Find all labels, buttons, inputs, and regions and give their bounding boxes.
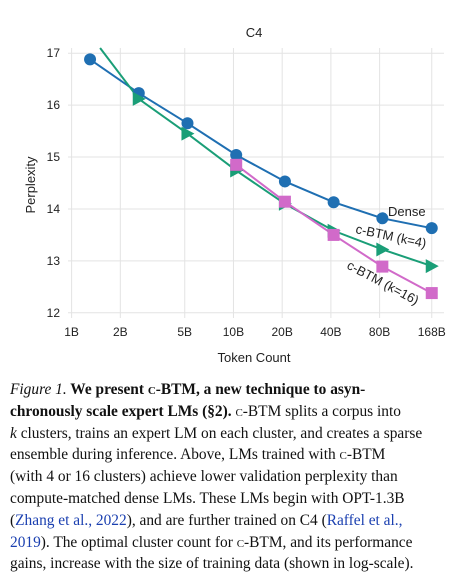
caption-line: (with 4 or 16 clusters) achieve lower va…	[10, 466, 466, 488]
caption-text: gains, increase with the size of trainin…	[10, 555, 414, 573]
caption-line: Figure 1. We present c-BTM, a new techni…	[10, 379, 466, 401]
caption-text: We present	[66, 381, 148, 398]
caption-text: ensemble during inference. Above, LMs tr…	[10, 446, 340, 464]
caption-text: ), and are further trained on C4 (	[126, 511, 327, 529]
caption-text: , and its performance	[282, 533, 413, 551]
data-point	[230, 148, 243, 161]
caption-text: chronously scale expert LMs (§2).	[10, 402, 232, 420]
y-axis-label: Perplexity	[23, 156, 38, 214]
x-tick-label: 5B	[177, 325, 192, 339]
data-point	[327, 196, 340, 209]
caption-line: compute-matched dense LMs. These LMs beg…	[10, 488, 466, 510]
caption-line: 2019). The optimal cluster count for c-B…	[10, 532, 466, 554]
caption-text: c-BTM	[236, 533, 283, 551]
y-tick-label: 14	[47, 202, 61, 216]
x-tick-label: 20B	[271, 325, 292, 339]
caption-text: Figure 1.	[10, 381, 67, 398]
perplexity-chart: 1B 2B 5B 10B 20B 40B 80B 168B 12 13 14 15 16 17 C4 To…	[23, 25, 446, 365]
caption-line: chronously scale expert LMs (§2). c-BTM …	[10, 401, 466, 423]
caption-line: gains, increase with the size of trainin…	[10, 553, 466, 575]
data-point	[376, 260, 389, 273]
caption-line: ensemble during inference. Above, LMs tr…	[10, 444, 466, 466]
caption-text: , a new technique to asyn-	[195, 381, 366, 398]
data-point	[376, 212, 389, 225]
data-point	[425, 222, 438, 235]
data-point	[278, 195, 291, 208]
caption-text: ). The optimal cluster count for	[40, 533, 237, 551]
x-tick-label: 168B	[418, 325, 446, 339]
series-line-0	[89, 58, 432, 230]
x-tick-label: 1B	[64, 325, 79, 339]
grid	[68, 48, 444, 318]
caption-text: clusters, trains an expert LM on each cl…	[16, 424, 423, 442]
caption-text: (	[10, 511, 16, 529]
data-point	[327, 228, 340, 241]
data-point	[181, 117, 194, 130]
x-tick-label: 2B	[113, 325, 128, 339]
citation-link[interactable]: Zhang et al., 2022	[15, 511, 127, 529]
data-point	[84, 53, 97, 66]
caption-line: (Zhang et al., 2022), and are further tr…	[10, 510, 466, 532]
data-point	[230, 158, 243, 171]
data-point	[181, 126, 195, 141]
caption-text: (with 4 or 16 clusters) achieve lower va…	[10, 468, 398, 486]
axes: 1B 2B 5B 10B 20B 40B 80B 168B 12 13 14 15 16 17	[47, 46, 446, 339]
y-tick-label: 12	[47, 306, 61, 320]
x-tick-label: 40B	[320, 325, 341, 339]
y-tick-label: 15	[47, 150, 61, 164]
figure-caption: Figure 1. We present c-BTM, a new techni…	[10, 379, 466, 575]
data-point	[132, 91, 146, 106]
data-point	[376, 242, 390, 257]
caption-text: splits a corpus into	[281, 402, 401, 420]
caption-text: c-BTM	[339, 446, 386, 464]
x-tick-label: 10B	[223, 325, 244, 339]
y-tick-label: 13	[47, 254, 61, 268]
y-tick-label: 17	[47, 46, 61, 60]
citation-link[interactable]: 2019	[10, 533, 41, 551]
y-tick-label: 16	[47, 98, 61, 112]
series-markers	[84, 53, 439, 300]
series-label-dense: Dense	[388, 204, 426, 219]
caption-line: k clusters, trains an expert LM on each …	[10, 423, 466, 445]
x-tick-label: 80B	[369, 325, 390, 339]
data-point	[278, 175, 291, 188]
x-axis-label: Token Count	[218, 350, 291, 365]
data-point	[425, 287, 438, 300]
data-point	[425, 259, 439, 274]
caption-text: c-BTM	[147, 381, 196, 398]
caption-text: c-BTM	[235, 402, 282, 420]
citation-link[interactable]: Raffel et al.,	[326, 511, 403, 529]
caption-text: k	[10, 424, 17, 442]
chart-title: C4	[246, 25, 263, 40]
caption-text: compute-matched dense LMs. These LMs beg…	[10, 489, 405, 507]
series-line-1	[99, 47, 433, 268]
